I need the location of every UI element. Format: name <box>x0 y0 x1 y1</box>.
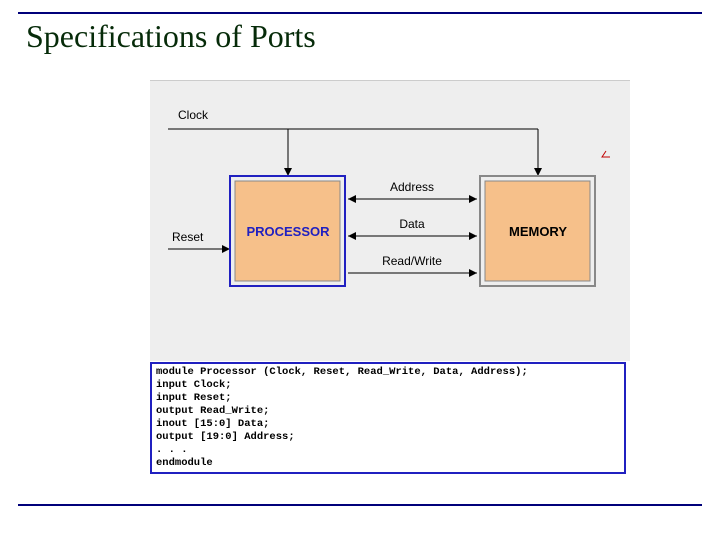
readwrite-label: Read/Write <box>382 254 442 268</box>
block-diagram: Clock Reset PROCESSOR MEMORY Address <box>150 80 630 361</box>
clock-label: Clock <box>178 108 209 122</box>
processor-block-label: PROCESSOR <box>246 224 330 239</box>
code-line-0: module Processor (Clock, Reset, Read_Wri… <box>156 366 528 378</box>
title-rule-top <box>18 12 702 14</box>
reset-label: Reset <box>172 230 204 244</box>
code-line-2: input Reset; <box>156 392 232 404</box>
code-line-3: output Read_Write; <box>156 405 269 417</box>
data-label: Data <box>399 217 425 231</box>
verilog-code: module Processor (Clock, Reset, Read_Wri… <box>150 362 626 474</box>
code-line-6: . . . <box>156 444 188 456</box>
address-label: Address <box>390 180 434 194</box>
code-line-1: input Clock; <box>156 379 232 391</box>
title-rule-bottom <box>18 504 702 506</box>
memory-block-label: MEMORY <box>509 224 567 239</box>
page-title: Specifications of Ports <box>26 18 316 55</box>
code-line-7: endmodule <box>156 457 213 469</box>
code-line-4: inout [15:0] Data; <box>156 418 269 430</box>
code-line-5: output [19:0] Address; <box>156 431 295 443</box>
